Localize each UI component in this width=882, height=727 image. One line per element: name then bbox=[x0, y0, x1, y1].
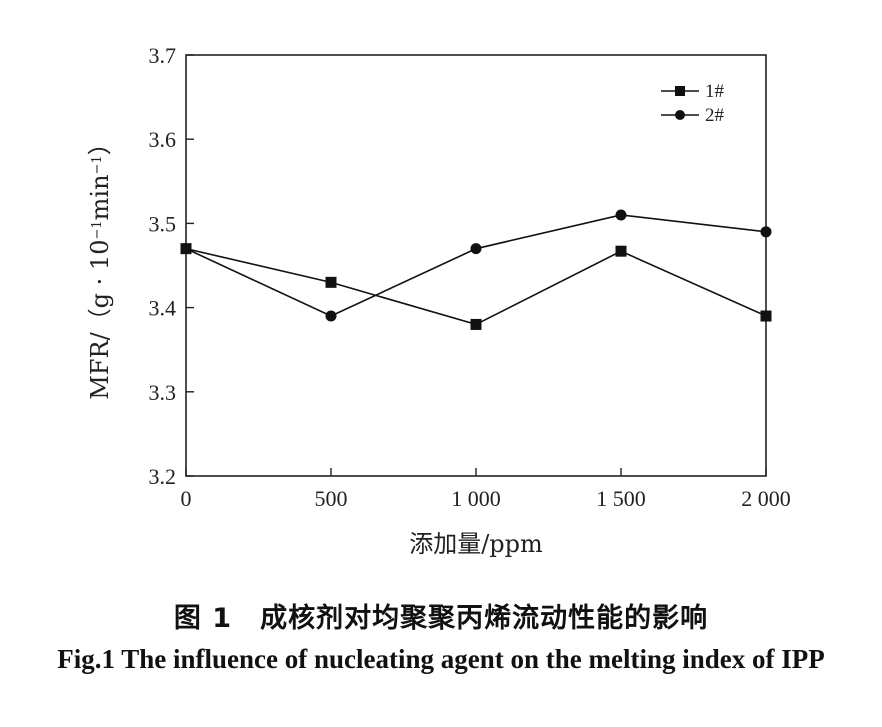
series-2-circle-point bbox=[180, 243, 192, 255]
y-tick-label: 3.4 bbox=[149, 296, 177, 321]
series-1-square-point bbox=[760, 310, 772, 322]
legend-circle-marker bbox=[675, 110, 685, 120]
y-tick-label: 3.6 bbox=[149, 127, 177, 152]
y-tick-label: 3.7 bbox=[149, 43, 177, 68]
figure-caption-english: Fig.1 The influence of nucleating agent … bbox=[57, 644, 825, 674]
series-2-circle-point bbox=[470, 243, 482, 255]
y-tick-label: 3.5 bbox=[149, 211, 177, 236]
legend-square-marker bbox=[675, 86, 685, 96]
x-tick-label: 2 000 bbox=[741, 486, 791, 511]
series-line-2 bbox=[185, 214, 767, 317]
series-2-circle-point bbox=[760, 226, 772, 238]
y-axis-label-part: MFR/（g · 10 bbox=[86, 240, 114, 400]
mfr-line-chart: 3.2 3.3 3.4 3.5 3.6 3.7 0 500 1 000 1 500 2 000 添加量… bbox=[86, 43, 791, 558]
figure-caption-chinese: 图 1 成核剂对均聚聚丙烯流动性能的影响 bbox=[173, 603, 709, 634]
series-1-square-point bbox=[615, 245, 627, 257]
x-tick-label: 1 500 bbox=[596, 486, 646, 511]
series-2-circle-point bbox=[615, 209, 627, 221]
y-axis-label-superscript: −1 bbox=[90, 220, 105, 239]
y-axis-label-part: min bbox=[86, 174, 114, 220]
y-axis-label-part: ） bbox=[86, 131, 114, 155]
legend-label-1: 1# bbox=[705, 81, 725, 102]
series-1-square-point bbox=[470, 318, 482, 330]
x-tick-label: 0 bbox=[181, 486, 192, 511]
series-line-1 bbox=[185, 247, 767, 326]
x-tick-label: 500 bbox=[315, 486, 348, 511]
x-axis-label: 添加量/ppm bbox=[409, 530, 543, 558]
y-tick-label: 3.3 bbox=[149, 380, 177, 405]
y-axis-label-superscript: −1 bbox=[90, 155, 105, 174]
y-tick-label: 3.2 bbox=[149, 464, 177, 489]
legend-label-2: 2# bbox=[705, 105, 725, 126]
series-2-circle-point bbox=[325, 310, 337, 322]
series-1-square-point bbox=[325, 276, 337, 288]
y-axis-label: MFR/（g · 10−1min−1） bbox=[86, 131, 114, 399]
x-tick-label: 1 000 bbox=[451, 486, 501, 511]
